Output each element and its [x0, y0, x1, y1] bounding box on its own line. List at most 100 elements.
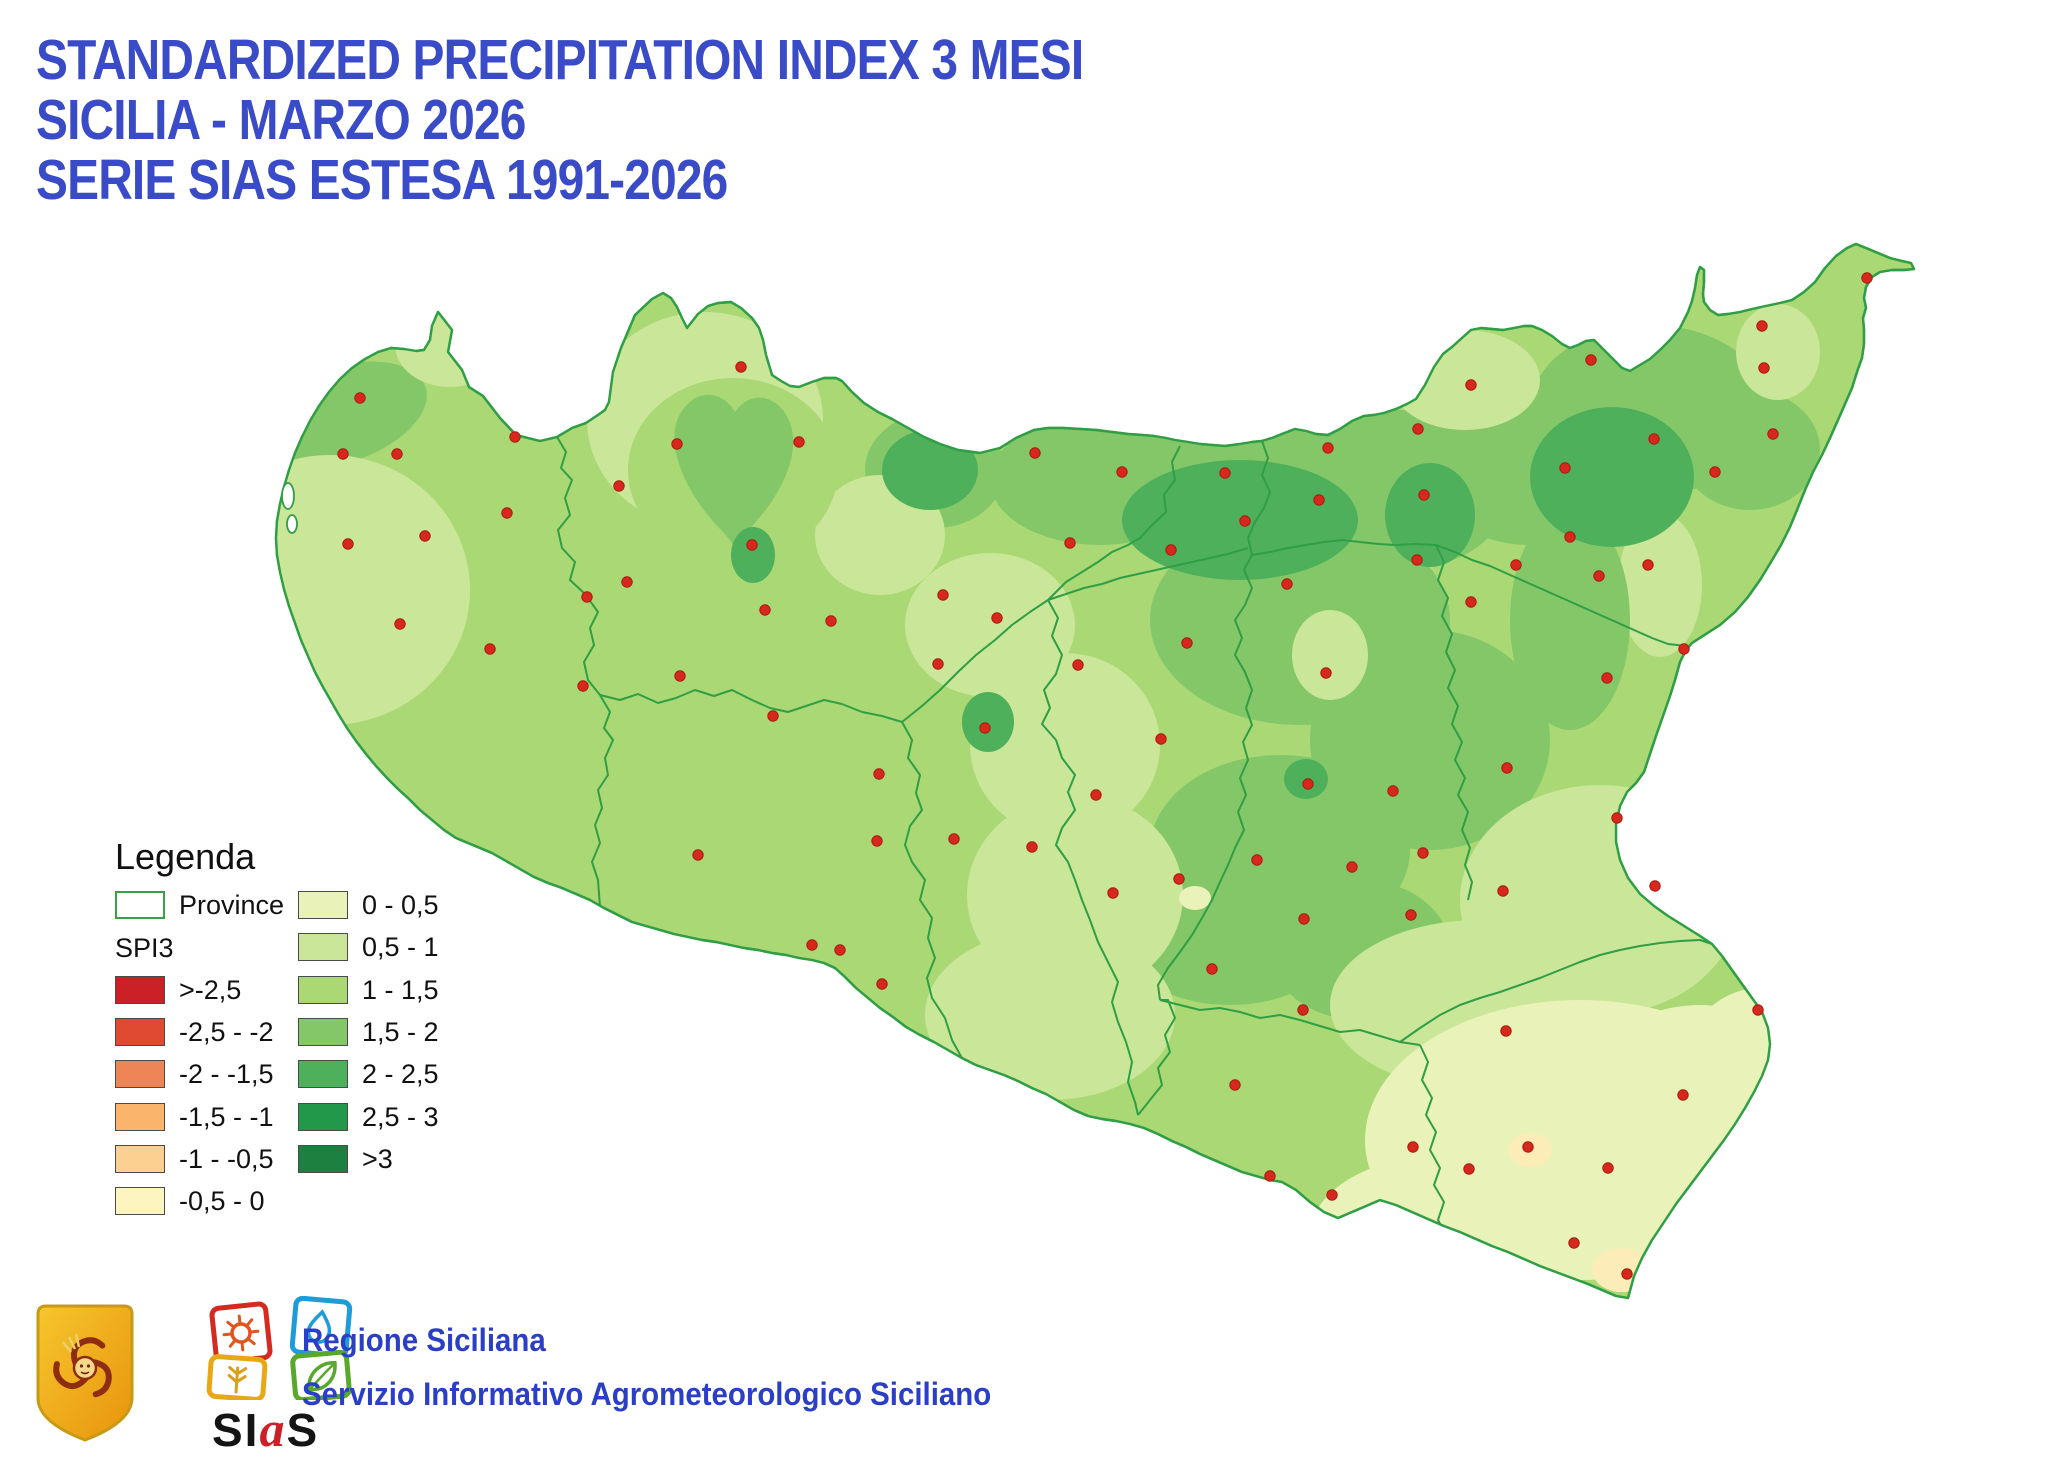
- station-dot: [354, 392, 366, 404]
- station-dot: [613, 480, 625, 492]
- station-dot: [876, 978, 888, 990]
- station-dot: [1601, 672, 1613, 684]
- trinacria-icon: [53, 1333, 112, 1398]
- legend-swatch: [115, 1187, 165, 1216]
- station-dot: [577, 680, 589, 692]
- station-dot: [1181, 637, 1193, 649]
- station-dot: [394, 618, 406, 630]
- station-dot: [1219, 467, 1231, 479]
- station-dot: [806, 939, 818, 951]
- station-dot: [1585, 354, 1597, 366]
- station-dot: [1621, 1268, 1633, 1280]
- station-dot: [1251, 854, 1263, 866]
- station-dot: [1155, 733, 1167, 745]
- title-line-1: STANDARDIZED PRECIPITATION INDEX 3 MESI: [36, 28, 1084, 92]
- regione-siciliana-crest: [36, 1304, 134, 1442]
- station-dot: [1752, 1004, 1764, 1016]
- station-dot: [1559, 462, 1571, 474]
- station-dot: [501, 507, 513, 519]
- station-dot: [871, 835, 883, 847]
- station-dot: [692, 849, 704, 861]
- station-dot: [1116, 466, 1128, 478]
- station-dot: [1313, 494, 1325, 506]
- station-dot: [1417, 847, 1429, 859]
- legend-swatch: [298, 1017, 348, 1046]
- legend-swatch: [298, 975, 348, 1004]
- station-dot: [674, 670, 686, 682]
- station-dot: [1411, 554, 1423, 566]
- legend-label: -2,5 - -2: [179, 1016, 274, 1047]
- station-dot: [1387, 785, 1399, 797]
- legend-label: 2 - 2,5: [362, 1059, 439, 1090]
- station-dot: [1320, 667, 1332, 679]
- station-dot: [1302, 778, 1314, 790]
- station-dot: [932, 658, 944, 670]
- legend-swatch: [298, 1102, 348, 1131]
- station-dot: [1281, 578, 1293, 590]
- station-dot: [1064, 537, 1076, 549]
- legend-label: 1,5 - 2: [362, 1016, 439, 1047]
- legend-label: SPI3: [115, 933, 174, 964]
- station-dot: [1648, 433, 1660, 445]
- legend-label: -1 - -0,5: [179, 1143, 274, 1174]
- station-dot: [1677, 1089, 1689, 1101]
- station-dot: [1497, 885, 1509, 897]
- station-dot: [1072, 659, 1084, 671]
- legend-swatch: [115, 891, 165, 919]
- legend-swatch: [298, 933, 348, 962]
- station-dot: [948, 833, 960, 845]
- station-dot: [735, 361, 747, 373]
- station-dot: [767, 710, 779, 722]
- station-dot: [1326, 1189, 1338, 1201]
- station-dot: [1298, 913, 1310, 925]
- legend-label: >-2,5: [179, 974, 242, 1005]
- sias-logo: SIaS: [206, 1295, 366, 1457]
- wheat-icon: [206, 1354, 268, 1402]
- legend-swatch: [115, 1017, 165, 1046]
- legend-swatch: [115, 975, 165, 1004]
- station-dot: [509, 431, 521, 443]
- footer-org: Regione Siciliana: [302, 1322, 546, 1358]
- station-dot: [834, 944, 846, 956]
- station-dots: [337, 272, 1873, 1280]
- legend-label: Province: [179, 890, 285, 920]
- station-dot: [746, 539, 758, 551]
- sias-logo-squares: [206, 1295, 353, 1403]
- station-dot: [1510, 559, 1522, 571]
- legend-label: >3: [362, 1143, 393, 1174]
- station-dot: [1107, 887, 1119, 899]
- station-dot: [337, 448, 349, 460]
- station-dot: [1418, 489, 1430, 501]
- station-dot: [1767, 428, 1779, 440]
- legend-label: 2,5 - 3: [362, 1101, 439, 1132]
- legend-title: Legenda: [115, 836, 256, 877]
- station-dot: [1346, 861, 1358, 873]
- station-dot: [1501, 762, 1513, 774]
- legend-label: 0 - 0,5: [362, 890, 439, 920]
- station-dot: [1649, 880, 1661, 892]
- legend-swatch: [115, 1102, 165, 1131]
- station-dot: [759, 604, 771, 616]
- station-dot: [1709, 466, 1721, 478]
- legend-label: -1,5 - -1: [179, 1101, 274, 1132]
- station-dot: [484, 643, 496, 655]
- station-dot: [1611, 812, 1623, 824]
- station-dot: [1642, 559, 1654, 571]
- islets: [281, 482, 298, 534]
- legend-swatch: [298, 891, 348, 919]
- station-dot: [671, 438, 683, 450]
- title-line-2: SICILIA - MARZO 2026: [36, 88, 526, 152]
- station-dot: [1465, 379, 1477, 391]
- legend-swatch: [115, 1144, 165, 1173]
- legend-swatch: [298, 1060, 348, 1089]
- station-dot: [825, 615, 837, 627]
- station-dot: [1322, 442, 1334, 454]
- station-dot: [1407, 1141, 1419, 1153]
- station-dot: [342, 538, 354, 550]
- spi-region-15-2-heart: [628, 378, 1630, 730]
- station-dot: [1165, 544, 1177, 556]
- station-dot: [1229, 1079, 1241, 1091]
- station-dot: [1029, 447, 1041, 459]
- legend-swatch: [115, 1060, 165, 1089]
